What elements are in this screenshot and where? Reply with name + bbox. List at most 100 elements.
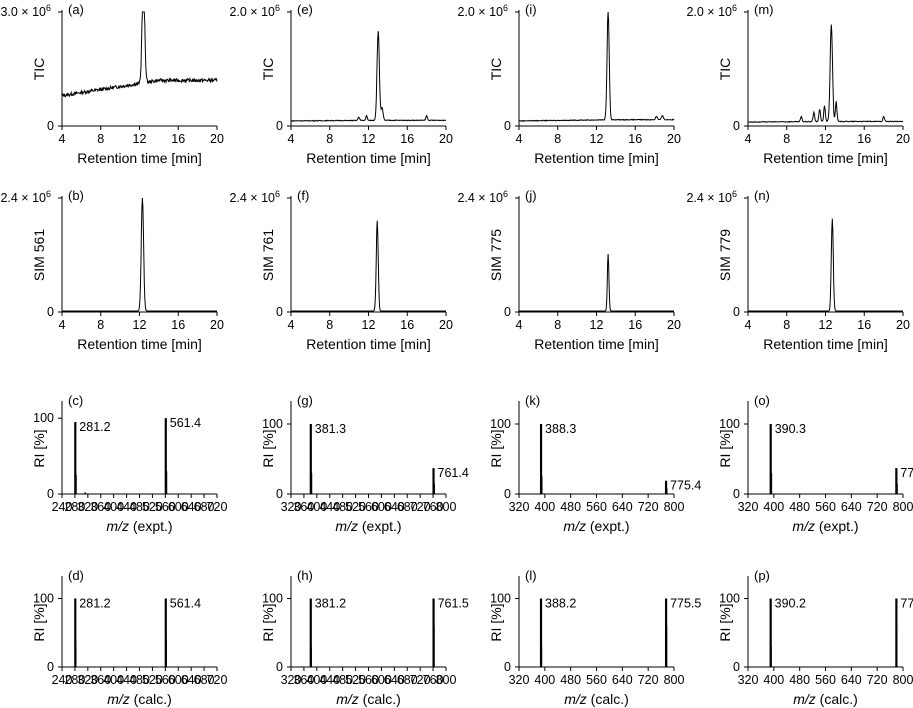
x-tick-label: 480 bbox=[789, 673, 810, 687]
peak-label: 775.4 bbox=[670, 479, 701, 493]
y-axis-label: SIM 761 bbox=[260, 229, 276, 281]
x-tick-label: 20 bbox=[896, 318, 910, 332]
x-tick-label: 560 bbox=[586, 500, 607, 514]
y-axis-label: RI [%] bbox=[260, 429, 276, 467]
x-axis-label: Retention time [min] bbox=[534, 336, 659, 352]
x-tick-label: 280 bbox=[64, 500, 85, 514]
x-tick-label: 4 bbox=[288, 132, 295, 146]
x-tick-label: 400 bbox=[534, 500, 555, 514]
x-axis-label: m/z (calc.) bbox=[564, 691, 629, 707]
x-tick-label: 600 bbox=[371, 500, 392, 514]
y-max-label: 2.4 × 106 bbox=[0, 189, 51, 205]
x-tick-label: 720 bbox=[207, 500, 228, 514]
y-tick-label: 0 bbox=[276, 119, 283, 133]
x-tick-label: 440 bbox=[116, 673, 137, 687]
x-tick-label: 12 bbox=[362, 318, 376, 332]
x-tick-label: 640 bbox=[612, 500, 633, 514]
y-tick-label: 100 bbox=[33, 411, 54, 425]
x-tick-label: 720 bbox=[410, 673, 431, 687]
x-axis-label: Retention time [min] bbox=[77, 336, 202, 352]
x-tick-label: 680 bbox=[397, 500, 418, 514]
x-tick-label: 440 bbox=[319, 500, 340, 514]
x-tick-label: 16 bbox=[400, 318, 414, 332]
x-axis-label: Retention time [min] bbox=[763, 150, 888, 166]
x-tick-label: 240 bbox=[52, 500, 73, 514]
panel-label: (b) bbox=[68, 188, 84, 203]
x-tick-label: 640 bbox=[384, 500, 405, 514]
x-tick-label: 800 bbox=[893, 673, 913, 687]
peak-label: 761.4 bbox=[438, 466, 469, 480]
peak-label: 779.5 bbox=[900, 597, 913, 611]
x-tick-label: 720 bbox=[207, 673, 228, 687]
panel-b: (b) 4 8 12 16 20 0 2.4 × 106 SIM 561 Retention ti… bbox=[0, 188, 224, 352]
x-tick-label: 400 bbox=[103, 500, 124, 514]
y-max-label: 2.0 × 106 bbox=[229, 3, 280, 19]
x-tick-label: 320 bbox=[509, 500, 530, 514]
x-tick-label: 20 bbox=[439, 132, 453, 146]
chromatogram-trace bbox=[61, 11, 218, 98]
x-tick-label: 4 bbox=[745, 318, 752, 332]
peak-label: 390.2 bbox=[775, 597, 806, 611]
x-tick-label: 720 bbox=[638, 500, 659, 514]
panel-e: (e) 4 8 12 16 20 0 2.0 × 106 TIC Retention time [… bbox=[229, 2, 453, 166]
x-tick-label: 680 bbox=[194, 500, 215, 514]
panel-n: (n) 4 8 12 16 20 0 2.4 × 106 SIM 779 Retention ti… bbox=[686, 188, 910, 352]
x-tick-label: 800 bbox=[664, 500, 685, 514]
x-tick-label: 8 bbox=[554, 132, 561, 146]
panel-label: (c) bbox=[68, 393, 83, 408]
y-axis-label: RI [%] bbox=[260, 603, 276, 641]
x-axis-label: m/z (expt.) bbox=[335, 518, 401, 534]
x-tick-label: 760 bbox=[423, 673, 444, 687]
panel-label: (p) bbox=[754, 568, 770, 583]
y-max-label: 2.4 × 106 bbox=[229, 189, 280, 205]
y-axis-label: TIC bbox=[717, 58, 733, 81]
x-tick-label: 480 bbox=[129, 673, 150, 687]
y-tick-label: 0 bbox=[47, 660, 54, 674]
x-axis-label: Retention time [min] bbox=[534, 150, 659, 166]
x-tick-label: 4 bbox=[745, 132, 752, 146]
x-tick-label: 16 bbox=[171, 132, 185, 146]
x-tick-label: 640 bbox=[384, 673, 405, 687]
x-tick-label: 240 bbox=[52, 673, 73, 687]
x-tick-label: 720 bbox=[410, 500, 431, 514]
x-tick-label: 20 bbox=[896, 132, 910, 146]
x-tick-label: 600 bbox=[168, 673, 189, 687]
x-tick-label: 400 bbox=[534, 673, 555, 687]
panel-a: (a) 4 8 12 16 20 0 3.0 × 106 TIC Retention time [… bbox=[0, 2, 224, 166]
y-axis-label: SIM 775 bbox=[488, 229, 504, 281]
y-axis-label: TIC bbox=[488, 58, 504, 81]
x-tick-label: 16 bbox=[857, 318, 871, 332]
x-tick-label: 800 bbox=[893, 500, 913, 514]
x-tick-label: 680 bbox=[397, 673, 418, 687]
peak-label: 561.4 bbox=[170, 597, 201, 611]
y-tick-label: 0 bbox=[733, 487, 740, 501]
panel-label: (f) bbox=[297, 188, 309, 203]
y-axis-label: RI [%] bbox=[488, 603, 504, 641]
x-tick-label: 12 bbox=[133, 318, 147, 332]
x-tick-label: 720 bbox=[867, 673, 888, 687]
x-axis-label: m/z (expt.) bbox=[792, 518, 858, 534]
y-tick-label: 0 bbox=[47, 119, 54, 133]
x-tick-label: 800 bbox=[436, 673, 457, 687]
y-max-label: 2.4 × 106 bbox=[457, 189, 508, 205]
peak-label: 381.3 bbox=[315, 422, 346, 436]
chromatogram-trace bbox=[518, 11, 675, 123]
x-tick-label: 12 bbox=[133, 132, 147, 146]
x-tick-label: 360 bbox=[90, 673, 111, 687]
x-tick-label: 480 bbox=[332, 673, 353, 687]
x-tick-label: 720 bbox=[867, 500, 888, 514]
x-tick-label: 520 bbox=[345, 500, 366, 514]
panel-j: (j) 4 8 12 16 20 0 2.4 × 106 SIM 775 Retention ti… bbox=[457, 188, 681, 352]
x-tick-label: 320 bbox=[509, 673, 530, 687]
y-tick-label: 0 bbox=[504, 660, 511, 674]
x-tick-label: 20 bbox=[439, 318, 453, 332]
x-tick-label: 440 bbox=[116, 500, 137, 514]
x-tick-label: 12 bbox=[362, 132, 376, 146]
y-tick-label: 0 bbox=[504, 487, 511, 501]
peak-label: 388.3 bbox=[545, 422, 576, 436]
x-tick-label: 800 bbox=[664, 673, 685, 687]
y-axis-label: RI [%] bbox=[717, 429, 733, 467]
y-axis-label: SIM 779 bbox=[717, 229, 733, 281]
y-max-label: 2.4 × 106 bbox=[686, 189, 737, 205]
